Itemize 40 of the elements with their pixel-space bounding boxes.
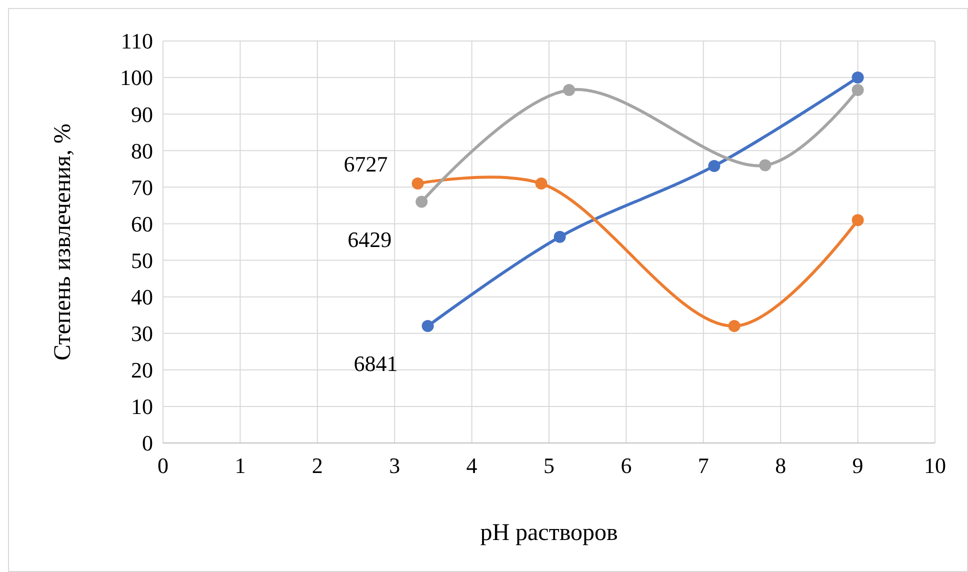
point bbox=[759, 159, 772, 172]
point bbox=[728, 320, 740, 332]
point bbox=[422, 320, 434, 332]
y-tick-label: 100 bbox=[120, 65, 153, 90]
x-tick-label: 8 bbox=[775, 453, 786, 478]
x-tick-label: 10 bbox=[924, 453, 946, 478]
point bbox=[563, 84, 576, 96]
point bbox=[852, 214, 864, 226]
x-tick-label: 7 bbox=[698, 453, 709, 478]
point bbox=[852, 84, 864, 96]
y-tick-label: 20 bbox=[131, 358, 153, 383]
y-tick-label: 10 bbox=[131, 394, 153, 420]
x-tick-label: 1 bbox=[234, 453, 246, 478]
y-tick-label: 80 bbox=[131, 138, 153, 164]
y-axis-title: Степень извлечения, % bbox=[50, 124, 76, 360]
point bbox=[554, 230, 566, 243]
x-tick-label: 9 bbox=[852, 453, 864, 478]
point bbox=[412, 178, 424, 190]
y-tick-label: 90 bbox=[131, 102, 153, 127]
series-label: 6429 bbox=[348, 226, 392, 252]
y-tick-label: 110 bbox=[120, 28, 153, 54]
x-axis-title: pH растворов bbox=[480, 520, 618, 546]
y-tick-label: 30 bbox=[131, 321, 153, 346]
point bbox=[852, 72, 864, 84]
x-tick-label: 2 bbox=[312, 453, 323, 478]
x-tick-label: 5 bbox=[544, 453, 554, 478]
y-tick-label: 70 bbox=[131, 174, 153, 200]
y-tick-label: 40 bbox=[131, 284, 153, 310]
y-tick-label: 50 bbox=[131, 248, 153, 273]
point bbox=[535, 178, 548, 190]
point bbox=[708, 160, 720, 172]
x-tick-label: 6 bbox=[620, 453, 632, 478]
point bbox=[416, 196, 428, 208]
series-label: 6841 bbox=[354, 351, 398, 376]
x-tick-label: 3 bbox=[389, 453, 400, 478]
x-tick-label: 4 bbox=[466, 453, 478, 478]
y-tick-label: 0 bbox=[142, 430, 153, 456]
x-tick-label: 0 bbox=[158, 453, 168, 478]
y-tick-label: 60 bbox=[131, 211, 153, 236]
series-label: 6727 bbox=[344, 152, 388, 177]
